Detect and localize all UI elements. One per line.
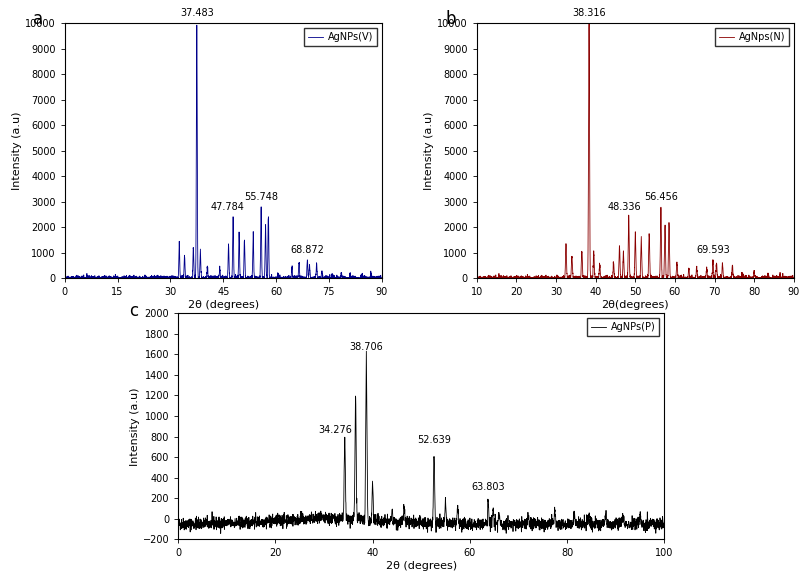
Text: 38.316: 38.316	[572, 8, 606, 18]
X-axis label: 2θ(degrees): 2θ(degrees)	[602, 300, 669, 310]
Text: 37.483: 37.483	[180, 8, 214, 18]
Y-axis label: Intensity (a.u): Intensity (a.u)	[424, 111, 434, 190]
Text: 56.456: 56.456	[644, 192, 678, 202]
Legend: AgNPs(P): AgNPs(P)	[587, 318, 659, 336]
Text: c: c	[130, 302, 139, 320]
Text: 34.276: 34.276	[318, 425, 352, 434]
X-axis label: 2θ (degrees): 2θ (degrees)	[188, 300, 259, 310]
Text: 38.706: 38.706	[349, 342, 383, 352]
X-axis label: 2θ (degrees): 2θ (degrees)	[386, 561, 457, 571]
Text: a: a	[33, 10, 43, 28]
Legend: AgNps(N): AgNps(N)	[715, 28, 789, 46]
Y-axis label: Intensity (a.u): Intensity (a.u)	[130, 387, 140, 466]
Text: 47.784: 47.784	[211, 202, 245, 212]
Text: b: b	[446, 10, 456, 28]
Text: 69.593: 69.593	[696, 245, 730, 255]
Y-axis label: Intensity (a.u): Intensity (a.u)	[12, 111, 23, 190]
Text: 55.748: 55.748	[244, 192, 278, 202]
Text: 63.803: 63.803	[471, 482, 505, 492]
Text: 68.872: 68.872	[291, 245, 324, 255]
Text: 48.336: 48.336	[608, 202, 642, 212]
Text: 52.639: 52.639	[417, 435, 451, 445]
Legend: AgNPs(V): AgNPs(V)	[305, 28, 377, 46]
